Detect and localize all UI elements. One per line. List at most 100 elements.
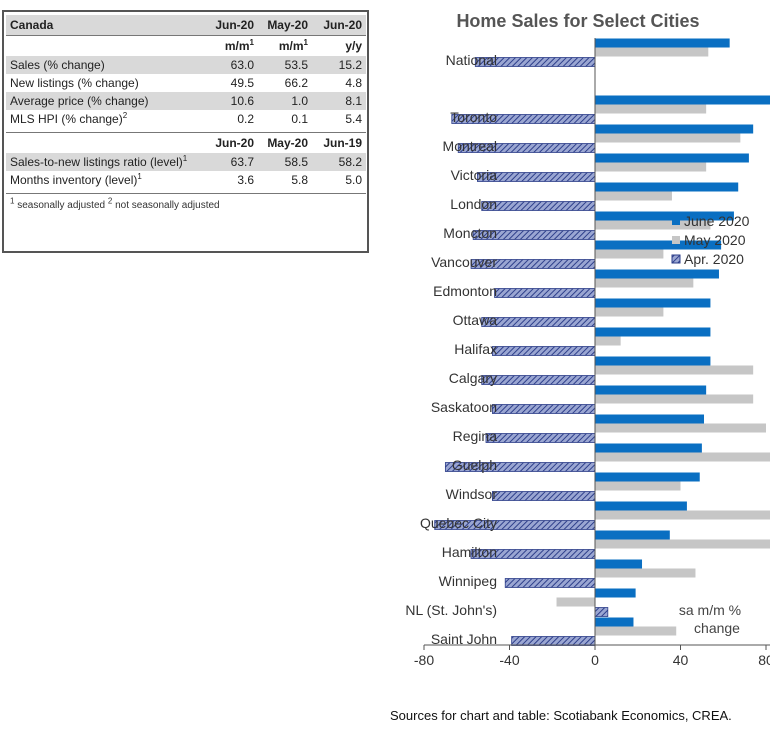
- bar-june-2020: [595, 356, 711, 366]
- table-section-label: Canada: [6, 15, 204, 36]
- bar-may-2020: [595, 481, 681, 491]
- bar-june-2020: [595, 269, 719, 279]
- category-label: Calgary: [449, 370, 497, 386]
- x-tick-label: 80: [758, 652, 770, 668]
- row-value: 5.4: [345, 112, 362, 126]
- table-row: MLS HPI (% change)2 0.2 0.1 5.4: [6, 110, 366, 128]
- row-value: 4.8: [345, 76, 362, 90]
- table-footnote: 1 seasonally adjusted 2 not seasonally a…: [10, 196, 220, 211]
- bar-june-2020: [595, 327, 711, 337]
- bar-may-2020: [556, 597, 595, 607]
- column-header: May-20: [267, 136, 308, 150]
- bar-june-2020: [595, 211, 734, 221]
- row-value: 15.2: [312, 56, 366, 74]
- legend-swatch: [672, 236, 680, 244]
- column-subheader: y/y: [345, 39, 362, 53]
- bar-june-2020: [595, 472, 700, 482]
- table-row: Sales (% change) 63.0 53.5 15.2: [6, 56, 366, 74]
- row-label: MLS HPI (% change)2: [10, 111, 128, 127]
- source-note: Sources for chart and table: Scotiabank …: [390, 708, 732, 723]
- category-label: Victoria: [451, 167, 498, 183]
- bar-may-2020: [595, 539, 770, 549]
- bar-may-2020: [595, 452, 770, 462]
- row-value: 63.0: [204, 56, 258, 74]
- row-label: Sales (% change): [6, 56, 204, 74]
- summary-table-panel: Canada Jun-20 May-20 Jun-20 m/m1 m/m1 y/y Sales…: [2, 10, 369, 253]
- bar-may-2020: [595, 510, 770, 520]
- row-value: 3.6: [237, 173, 254, 187]
- category-label: Quebec City: [420, 515, 497, 531]
- bar-apr-2020: [594, 607, 609, 617]
- bar-june-2020: [595, 95, 770, 105]
- units-label-line2: change: [694, 620, 740, 636]
- table-header-row: Canada Jun-20 May-20 Jun-20: [6, 15, 366, 36]
- row-value: 58.2: [312, 153, 366, 171]
- row-value: 5.8: [291, 173, 308, 187]
- table-subheader-row: m/m1 m/m1 y/y: [6, 36, 366, 57]
- category-label: Halifax: [454, 341, 497, 357]
- bar-apr-2020: [511, 636, 596, 646]
- bar-may-2020: [595, 249, 664, 259]
- table-divider: [6, 128, 366, 133]
- bar-may-2020: [595, 626, 677, 636]
- x-tick-label: 0: [591, 652, 599, 668]
- table-header-row-2: Jun-20 May-20 Jun-19: [6, 133, 366, 154]
- row-value: 58.5: [258, 153, 312, 171]
- category-label: Regina: [453, 428, 498, 444]
- legend-label: Apr. 2020: [684, 251, 744, 267]
- bar-apr-2020: [481, 201, 596, 211]
- bar-apr-2020: [492, 404, 596, 414]
- category-label: London: [450, 196, 497, 212]
- row-label: Months inventory (level)1: [10, 172, 142, 188]
- bar-may-2020: [595, 104, 707, 114]
- bar-apr-2020: [481, 375, 596, 385]
- bar-june-2020: [595, 240, 722, 250]
- bar-may-2020: [595, 365, 754, 375]
- bar-june-2020: [595, 588, 636, 598]
- bar-apr-2020: [481, 317, 596, 327]
- column-header: May-20: [258, 15, 312, 36]
- bar-june-2020: [595, 153, 749, 163]
- legend-label: June 2020: [684, 213, 750, 229]
- x-tick-label: -40: [499, 652, 519, 668]
- bar-apr-2020: [492, 491, 596, 501]
- row-value: 0.2: [237, 112, 254, 126]
- category-label: Windsor: [446, 486, 498, 502]
- category-label: Saint John: [431, 631, 497, 647]
- category-label: Ottawa: [453, 312, 498, 328]
- bar-june-2020: [595, 559, 643, 569]
- column-header: Jun-19: [323, 136, 362, 150]
- row-value: 5.0: [345, 173, 362, 187]
- bar-apr-2020: [494, 288, 596, 298]
- bar-june-2020: [595, 501, 687, 511]
- bar-apr-2020: [492, 346, 596, 356]
- bar-may-2020: [595, 336, 621, 346]
- bar-may-2020: [595, 278, 694, 288]
- category-label: Moncton: [443, 225, 497, 241]
- column-subheader: m/m1: [278, 38, 308, 54]
- row-value: 8.1: [312, 92, 366, 110]
- category-label: National: [446, 52, 497, 68]
- row-value: 66.2: [284, 76, 308, 90]
- row-value: 1.0: [258, 92, 312, 110]
- category-label: Vancouver: [431, 254, 497, 270]
- bar-may-2020: [595, 568, 696, 578]
- legend-swatch: [671, 254, 681, 264]
- bar-apr-2020: [504, 578, 596, 588]
- row-label: Average price (% change): [6, 92, 204, 110]
- x-tick-label: 40: [673, 652, 689, 668]
- bar-may-2020: [595, 191, 672, 201]
- bar-may-2020: [595, 162, 707, 172]
- table-bottom-rule: [6, 189, 366, 194]
- bar-june-2020: [595, 38, 730, 48]
- row-value: 63.7: [204, 153, 258, 171]
- category-label: Guelph: [452, 457, 497, 473]
- bar-june-2020: [595, 298, 711, 308]
- table-row: Sales-to-new listings ratio (level)1 63.7…: [6, 153, 366, 171]
- table-row: Average price (% change) 10.6 1.0 8.1: [6, 92, 366, 110]
- bar-may-2020: [595, 220, 711, 230]
- summary-table: Canada Jun-20 May-20 Jun-20 m/m1 m/m1 y/y Sales…: [6, 15, 366, 194]
- row-label: Sales-to-new listings ratio (level)1: [6, 153, 204, 171]
- category-label: Winnipeg: [439, 573, 497, 589]
- bar-june-2020: [595, 530, 670, 540]
